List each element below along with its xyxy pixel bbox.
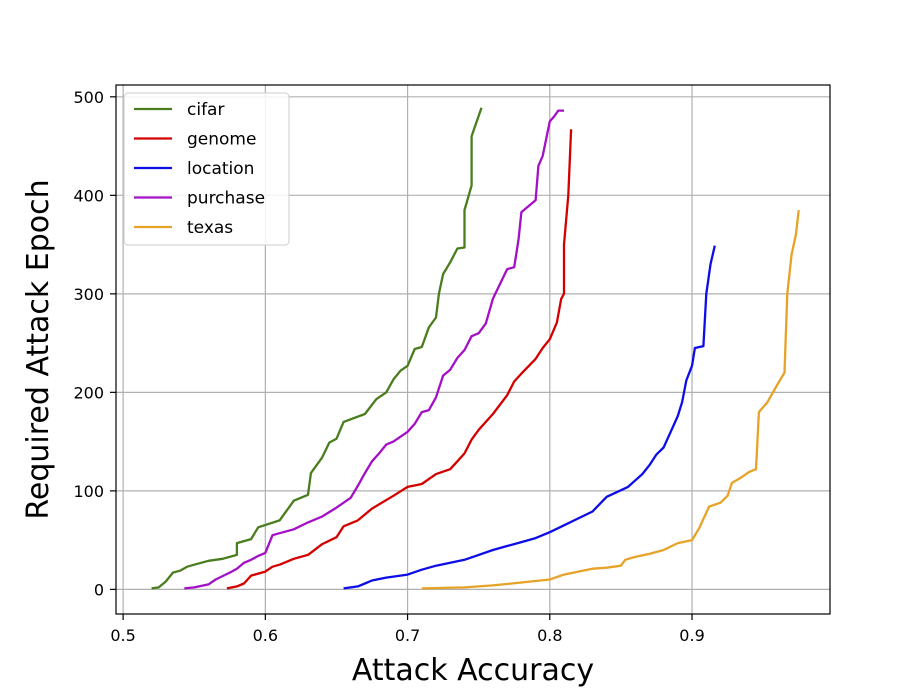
legend-label-genome: genome — [187, 130, 256, 150]
series-line-genome — [226, 129, 573, 590]
x-tick-label: 0.6 — [253, 626, 278, 645]
legend: cifar genome location purchase texas — [123, 92, 290, 246]
ticks: 0.5 0.6 0.7 0.8 0.9 0 100 200 300 400 500 — [73, 88, 704, 645]
y-tick-label: 500 — [73, 88, 104, 107]
x-tick-label: 0.5 — [110, 626, 135, 645]
x-tick-label: 0.7 — [395, 626, 420, 645]
grid — [116, 85, 830, 614]
x-axis-label: Attack Accuracy — [352, 653, 594, 688]
x-tick-label: 0.8 — [537, 626, 562, 645]
legend-label-location: location — [187, 159, 254, 179]
y-tick-label: 200 — [73, 383, 104, 402]
legend-box — [123, 92, 290, 246]
x-tick-label: 0.9 — [679, 626, 704, 645]
series-line-texas — [421, 209, 800, 590]
series-line-cifar — [151, 107, 483, 590]
series-layer — [151, 107, 800, 590]
plot-frame — [115, 84, 831, 615]
legend-label-texas: texas — [187, 218, 233, 238]
y-tick-label: 400 — [73, 186, 104, 205]
series-line-location — [343, 245, 716, 590]
legend-label-cifar: cifar — [187, 100, 224, 120]
y-tick-label: 100 — [73, 482, 104, 501]
y-tick-label: 0 — [94, 580, 104, 599]
y-axis-label: Required Attack Epoch — [21, 179, 56, 519]
y-tick-label: 300 — [73, 285, 104, 304]
legend-label-purchase: purchase — [187, 189, 265, 209]
series-line-purchase — [184, 109, 564, 590]
